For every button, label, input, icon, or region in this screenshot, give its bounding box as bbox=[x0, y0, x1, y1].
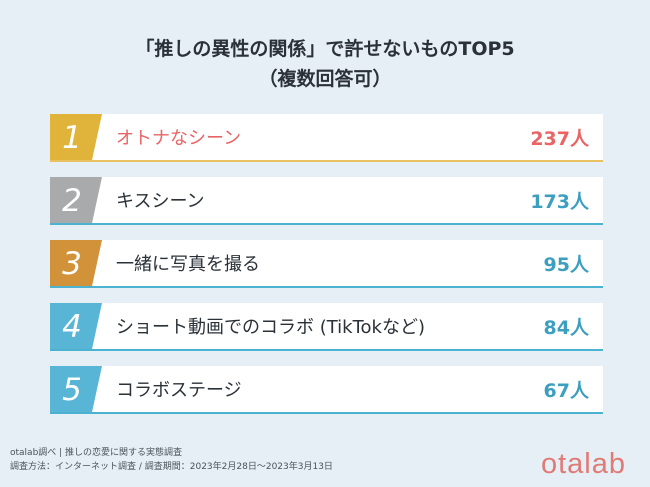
row-accent-line bbox=[50, 412, 603, 414]
row-accent-line bbox=[50, 286, 603, 288]
ranking-row: 3 一緒に写真を撮る 95人 bbox=[50, 240, 603, 288]
survey-method: 調査方法：インターネット調査 / 調査期間：2023年2月28日〜2023年3月… bbox=[10, 462, 333, 472]
otalab-logo: otalab bbox=[540, 448, 626, 480]
ranking-row: 5 コラボステージ 67人 bbox=[50, 366, 603, 414]
rank-label: キスシーン bbox=[116, 191, 205, 212]
rank-count: 95人 bbox=[543, 253, 589, 276]
survey-source: otalab調べ | 推しの恋愛に関する実態調査 bbox=[10, 448, 183, 458]
rank-badge: 5 bbox=[50, 366, 102, 414]
survey-footer: otalab調べ | 推しの恋愛に関する実態調査 調査方法：インターネット調査 … bbox=[10, 446, 333, 474]
rank-count: 84人 bbox=[543, 316, 589, 339]
chart-title-line2: （複数回答可） bbox=[258, 68, 392, 90]
rank-label: 一緒に写真を撮る bbox=[116, 254, 260, 275]
rank-badge: 4 bbox=[50, 303, 102, 351]
rank-count: 173人 bbox=[530, 190, 589, 213]
rank-count: 67人 bbox=[543, 379, 589, 402]
rank-badge: 1 bbox=[50, 114, 102, 162]
rank-label: ショート動画でのコラボ (TikTokなど) bbox=[116, 317, 426, 338]
rank-count: 237人 bbox=[530, 127, 589, 150]
row-accent-line bbox=[50, 160, 603, 162]
ranking-row: 1 オトナなシーン 237人 bbox=[50, 114, 603, 162]
chart-title-line1: 「推しの異性の関係」で許せないものTOP5 bbox=[135, 38, 515, 60]
rank-label: オトナなシーン bbox=[116, 128, 242, 149]
chart-title: 「推しの異性の関係」で許せないものTOP5 （複数回答可） bbox=[0, 34, 650, 94]
ranking-row: 4 ショート動画でのコラボ (TikTokなど) 84人 bbox=[50, 303, 603, 351]
row-accent-line bbox=[50, 223, 603, 225]
ranking-row: 2 キスシーン 173人 bbox=[50, 177, 603, 225]
rank-badge: 2 bbox=[50, 177, 102, 225]
rank-label: コラボステージ bbox=[116, 380, 242, 401]
rank-badge: 3 bbox=[50, 240, 102, 288]
ranking-list: 1 オトナなシーン 237人 2 キスシーン 173人 3 一緒に写真を撮る 9… bbox=[50, 114, 603, 429]
row-accent-line bbox=[50, 349, 603, 351]
